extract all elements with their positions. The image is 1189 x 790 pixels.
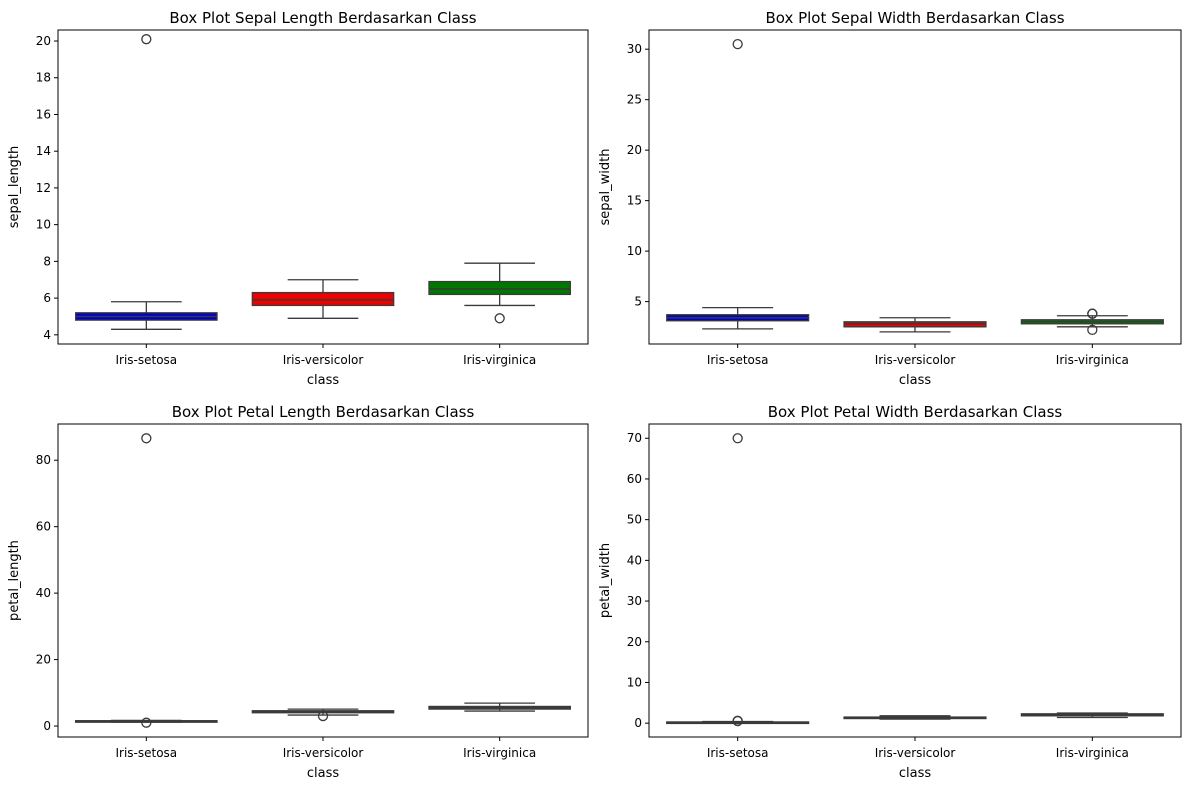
y-tick-label: 80: [36, 453, 51, 467]
box-0: [666, 38, 810, 330]
y-tick-label: 20: [36, 34, 51, 48]
outlier-point: [1087, 308, 1098, 319]
plot-area: [648, 29, 1182, 345]
y-tick-label: 20: [627, 143, 642, 157]
y-tick-label: 60: [627, 472, 642, 486]
chart-title: Box Plot Petal Length Berdasarkan Class: [172, 403, 475, 421]
outlier-point: [494, 313, 505, 324]
y-tick-label: 15: [627, 194, 642, 208]
y-tick-label: 10: [36, 218, 51, 232]
x-tick-label: Iris-setosa: [115, 353, 177, 367]
box-2: [1020, 308, 1164, 336]
x-tick-label: Iris-virginica: [1056, 353, 1129, 367]
y-axis-label: sepal_length: [7, 146, 22, 229]
box-2: [1020, 712, 1164, 719]
plot-area: [648, 423, 1182, 738]
x-tick-label: Iris-setosa: [707, 353, 769, 367]
y-tick-label: 8: [43, 254, 51, 268]
outlier-point: [317, 710, 329, 722]
box-1: [251, 279, 395, 319]
chart-title: Box Plot Sepal Length Berdasarkan Class: [169, 9, 476, 27]
outlier-point: [732, 38, 743, 50]
box-2: [428, 702, 571, 712]
y-tick-label: 5: [634, 295, 642, 309]
chart-title: Box Plot Sepal Width Berdasarkan Class: [765, 9, 1064, 27]
x-tick-label: Iris-versicolor: [283, 353, 364, 367]
x-tick-label: Iris-virginica: [463, 353, 536, 367]
plot-area: [57, 423, 589, 738]
y-tick-label: 20: [627, 635, 642, 649]
y-tick-label: 50: [627, 513, 642, 527]
y-axis-label: sepal_width: [598, 149, 613, 226]
y-tick-label: 70: [627, 431, 642, 445]
y-tick-label: 6: [43, 291, 51, 305]
outlier-point: [732, 433, 743, 444]
y-tick-label: 40: [36, 586, 51, 600]
chart-petal-length: Box Plot Petal Length Berdasarkan Class p…: [7, 403, 589, 781]
x-axis-label: class: [307, 766, 339, 781]
x-tick-label: Iris-versicolor: [875, 746, 956, 760]
x-axis-label: class: [307, 373, 339, 388]
box-1: [843, 715, 987, 720]
chart-sepal-width: Box Plot Sepal Width Berdasarkan Class se…: [598, 9, 1182, 388]
plot-area: [57, 29, 589, 345]
box-0: [75, 34, 218, 330]
chart-petal-width: Box Plot Petal Width Berdasarkan Class pe…: [598, 403, 1182, 781]
box-2: [428, 262, 571, 324]
y-tick-label: 20: [36, 653, 51, 667]
outlier-point: [141, 717, 152, 728]
iqr-box: [428, 280, 571, 296]
box-1: [251, 708, 395, 722]
y-tick-label: 4: [43, 328, 51, 342]
outlier-point: [732, 715, 743, 726]
y-axis-label: petal_width: [598, 543, 613, 618]
x-tick-label: Iris-setosa: [115, 746, 177, 760]
y-tick-label: 10: [627, 244, 642, 258]
x-axis-label: class: [899, 373, 931, 388]
x-axis-label: class: [899, 766, 931, 781]
iqr-box: [251, 291, 395, 307]
y-tick-label: 25: [627, 93, 642, 107]
outlier-point: [1087, 324, 1098, 336]
y-tick-label: 0: [43, 719, 51, 733]
y-tick-label: 60: [36, 520, 51, 534]
y-tick-label: 30: [627, 42, 642, 56]
box-0: [75, 433, 218, 728]
y-tick-label: 30: [627, 594, 642, 608]
outlier-point: [141, 34, 152, 45]
y-tick-label: 18: [36, 71, 51, 85]
y-tick-label: 14: [36, 144, 51, 158]
y-tick-label: 0: [634, 716, 642, 730]
x-tick-label: Iris-versicolor: [875, 353, 956, 367]
box-0: [666, 433, 810, 727]
chart-title: Box Plot Petal Width Berdasarkan Class: [768, 403, 1063, 421]
y-tick-label: 10: [627, 675, 642, 689]
y-tick-label: 40: [627, 553, 642, 567]
y-tick-label: 16: [36, 107, 51, 121]
y-axis-label: petal_length: [7, 540, 22, 621]
x-tick-label: Iris-setosa: [707, 746, 769, 760]
x-tick-label: Iris-virginica: [463, 746, 536, 760]
outlier-point: [141, 433, 152, 444]
y-tick-label: 12: [36, 181, 51, 195]
x-tick-label: Iris-versicolor: [283, 746, 364, 760]
box-1: [843, 317, 987, 333]
x-tick-label: Iris-virginica: [1056, 746, 1129, 760]
chart-sepal-length: Box Plot Sepal Length Berdasarkan Class s…: [7, 9, 589, 388]
